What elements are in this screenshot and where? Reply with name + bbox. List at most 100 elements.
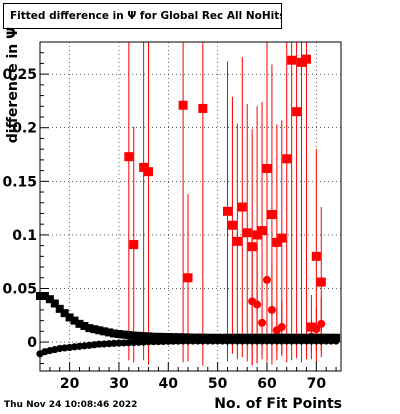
data-point-square	[55, 304, 64, 313]
data-point-square	[227, 220, 237, 230]
data-point-square	[183, 273, 193, 283]
chart-title: Fitted difference in Ψ for Global Rec Al…	[3, 3, 282, 29]
data-point-circle	[262, 275, 271, 284]
data-point-square	[90, 325, 99, 334]
data-point-circle	[204, 337, 212, 345]
data-point-square	[301, 54, 311, 64]
data-point-square	[306, 322, 316, 332]
data-point-circle	[194, 337, 202, 345]
data-point-square	[262, 163, 272, 173]
data-point-square	[129, 240, 139, 250]
x-tick-label: 30	[109, 376, 129, 392]
data-point-square	[292, 107, 302, 117]
data-point-square	[144, 332, 153, 341]
grid-lines	[40, 42, 341, 371]
data-point-square	[178, 100, 188, 110]
axes	[39, 41, 342, 372]
data-point-circle	[189, 337, 197, 345]
timestamp: Thu Nov 24 10:08:46 2022	[4, 400, 138, 410]
data-point-square	[75, 319, 84, 328]
data-point-circle	[253, 337, 261, 345]
y-tick-label: 0.2	[12, 121, 37, 137]
data-point-square	[149, 332, 158, 341]
error-bars	[128, 42, 322, 366]
data-point-square	[124, 331, 133, 340]
data-point-square	[129, 331, 138, 340]
data-point-circle	[307, 337, 315, 345]
data-point-circle	[253, 300, 262, 309]
data-point-square	[297, 57, 307, 67]
data-point-circle	[223, 337, 232, 345]
data-point-square	[119, 330, 128, 339]
data-point-circle	[209, 337, 217, 345]
data-point-square	[124, 152, 134, 162]
data-point-circle	[283, 337, 291, 345]
y-tick-label: 0.15	[2, 174, 37, 190]
data-point-circle	[243, 337, 251, 345]
data-point-square	[316, 277, 326, 287]
x-tick-label: 70	[307, 376, 327, 392]
data-point-square	[105, 328, 114, 337]
plot-frame	[39, 41, 342, 372]
data-markers	[36, 54, 341, 358]
data-point-square	[232, 236, 242, 246]
data-point-square	[70, 316, 79, 325]
data-point-square	[40, 291, 49, 300]
data-point-square	[114, 330, 123, 339]
data-point-square	[154, 332, 163, 341]
data-point-circle	[184, 337, 192, 345]
data-point-square	[65, 313, 74, 322]
data-point-square	[100, 327, 109, 336]
data-point-square	[198, 103, 208, 113]
data-point-square	[311, 251, 321, 261]
y-tick-label: 0.05	[2, 281, 37, 297]
x-tick-label: 40	[159, 376, 179, 392]
data-point-circle	[277, 323, 286, 332]
data-point-square	[277, 233, 287, 243]
x-tick-label: 50	[208, 376, 228, 392]
data-point-square	[95, 326, 104, 335]
data-point-circle	[297, 337, 306, 345]
data-point-circle	[258, 337, 266, 345]
y-axis-label: difference in Ψ	[5, 27, 21, 144]
data-point-square	[144, 167, 154, 177]
x-tick-label: 20	[60, 376, 80, 392]
data-point-circle	[228, 337, 237, 345]
data-point-square	[139, 162, 149, 172]
y-tick-label: 0.25	[2, 67, 37, 83]
data-point-square	[139, 332, 148, 341]
tick-labels: 20 30 40 50 60 70 0 0.05 0.1 0.15 0.2 0.25	[2, 67, 326, 392]
data-point-circle	[179, 337, 187, 345]
data-point-circle	[233, 337, 241, 345]
data-point-circle	[248, 337, 256, 345]
data-point-square	[272, 237, 282, 247]
y-tick-label: 0.1	[12, 228, 37, 244]
data-point-circle	[302, 337, 311, 345]
data-point-square	[80, 321, 89, 330]
data-point-square	[287, 55, 297, 65]
data-point-circle	[278, 337, 286, 345]
data-point-square	[247, 242, 257, 252]
data-point-square	[159, 332, 168, 341]
data-point-circle	[327, 337, 335, 345]
data-point-circle	[288, 337, 296, 345]
data-point-square	[179, 333, 188, 342]
data-point-circle	[273, 337, 281, 345]
data-point-circle	[322, 337, 330, 345]
data-point-square	[134, 331, 143, 340]
data-point-square	[242, 228, 252, 238]
data-point-square	[45, 295, 54, 304]
data-point-circle	[199, 337, 207, 345]
data-point-square	[257, 226, 267, 236]
data-point-square	[252, 230, 262, 240]
data-point-circle	[292, 337, 301, 345]
data-point-square	[267, 210, 277, 220]
data-point-circle	[258, 318, 267, 327]
data-point-square	[223, 206, 233, 216]
y-tick-label: 0	[27, 335, 37, 351]
data-point-circle	[317, 319, 326, 328]
x-tick-label: 60	[257, 376, 277, 392]
data-point-square	[50, 299, 59, 308]
data-point-circle	[263, 337, 271, 345]
